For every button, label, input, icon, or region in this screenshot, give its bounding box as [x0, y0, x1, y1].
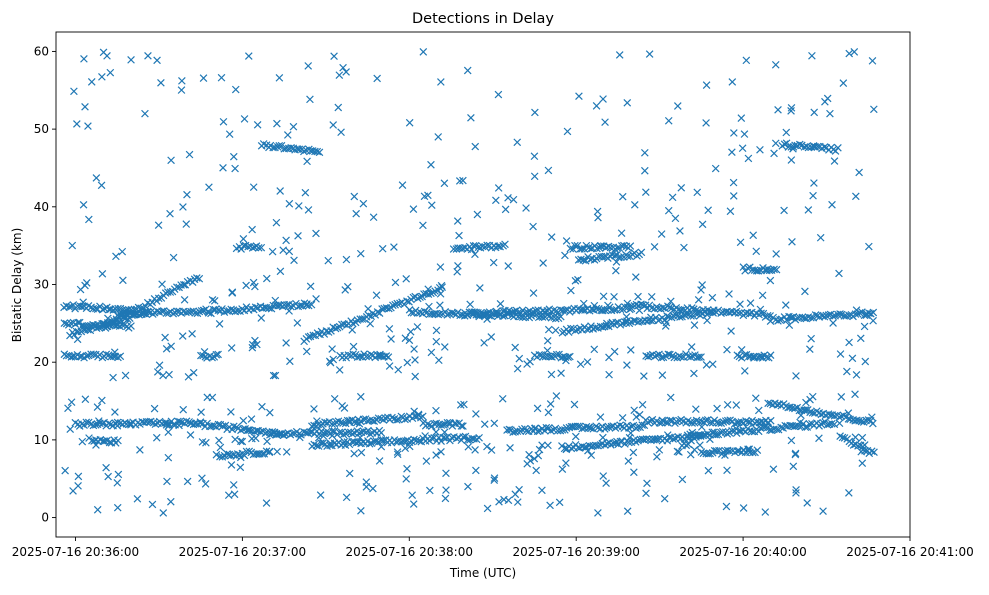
y-tick-label: 0 — [41, 511, 49, 525]
y-tick-label: 10 — [34, 433, 49, 447]
y-tick-label: 60 — [34, 44, 49, 58]
chart-title: Detections in Delay — [412, 11, 554, 27]
y-tick-label: 50 — [34, 122, 49, 136]
y-tick-label: 20 — [34, 355, 49, 369]
y-tick-label: 40 — [34, 200, 49, 214]
x-tick-label: 2025-07-16 20:39:00 — [512, 545, 639, 559]
x-axis-label: Time (UTC) — [449, 566, 516, 580]
y-tick-label: 30 — [34, 278, 49, 292]
x-tick-label: 2025-07-16 20:37:00 — [179, 545, 306, 559]
x-tick-label: 2025-07-16 20:40:00 — [679, 545, 806, 559]
x-tick-label: 2025-07-16 20:38:00 — [346, 545, 473, 559]
x-tick-label: 2025-07-16 20:41:00 — [846, 545, 973, 559]
x-tick-label: 2025-07-16 20:36:00 — [12, 545, 139, 559]
y-axis-label: Bistatic Delay (km) — [10, 228, 24, 343]
